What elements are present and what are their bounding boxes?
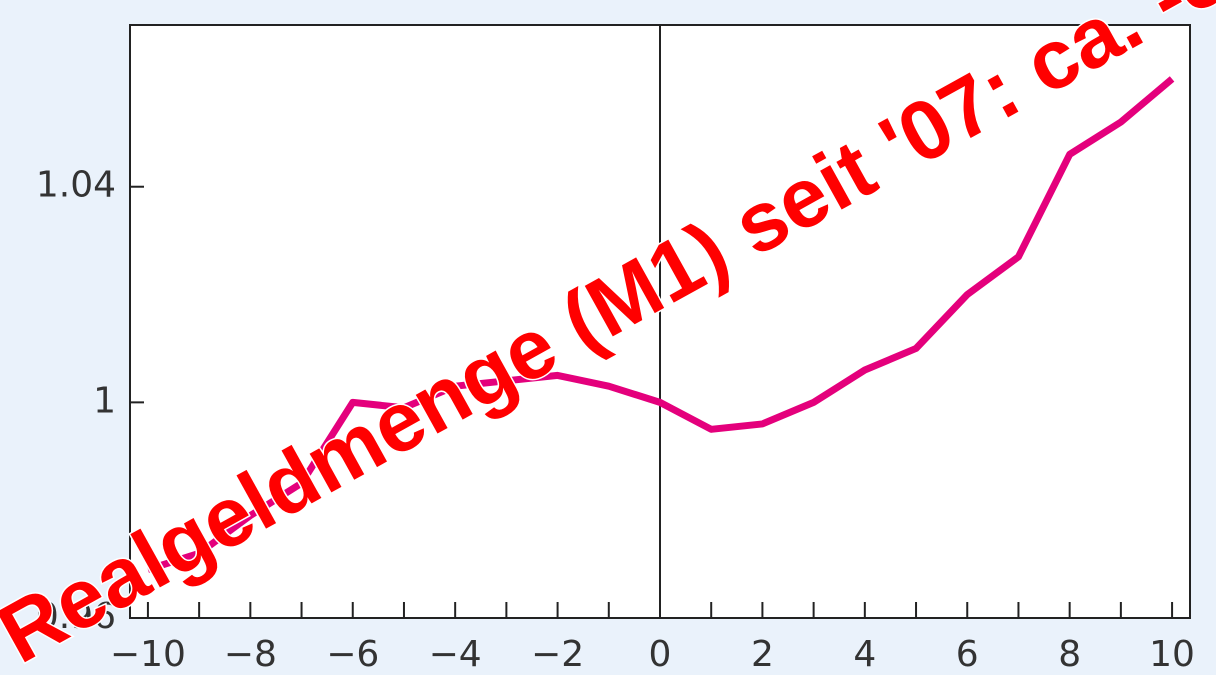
- x-tick-label: −10: [110, 634, 186, 675]
- y-tick-label: 0.96: [36, 596, 116, 637]
- x-tick-label: −8: [224, 634, 277, 675]
- y-tick-label: 1.04: [36, 165, 116, 206]
- x-tick-label: 4: [853, 634, 876, 675]
- x-tick-label: 10: [1149, 634, 1195, 675]
- line: [146, 76, 1175, 573]
- x-tick-label: 0: [649, 634, 672, 675]
- x-tick-label: 6: [956, 634, 979, 675]
- y-tick-label: 1: [93, 380, 116, 421]
- x-tick-label: 2: [751, 634, 774, 675]
- x-tick-label: −6: [326, 634, 379, 675]
- plot-layer: 0.96 1 1.04 −10 −8 −6 −4 −2 0 2 4 6 8 10: [36, 25, 1195, 675]
- x-tick-label: 8: [1058, 634, 1081, 675]
- x-tick-label: −2: [531, 634, 584, 675]
- x-tick-label: −4: [429, 634, 482, 675]
